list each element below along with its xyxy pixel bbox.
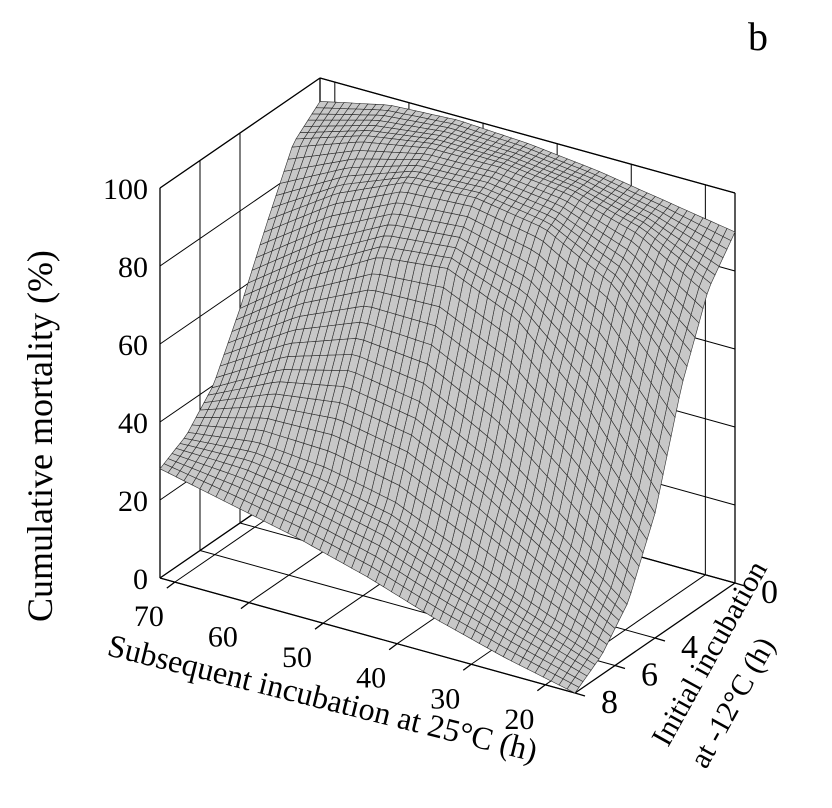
tick-labels: 0 20 40 60 80 100 70 60 50 40 30 20 0 468 (103, 173, 778, 736)
z-tick-label: 20 (118, 485, 148, 518)
surface-mesh (159, 101, 736, 694)
x-tick-mark (314, 622, 324, 630)
x-tick-label: 60 (208, 621, 238, 654)
z-tick-label: 60 (118, 329, 148, 362)
y-tick-label: 6 (641, 657, 658, 694)
x-tick-label: 70 (134, 600, 164, 633)
x-tick-label: 30 (430, 682, 460, 715)
surface-cell (159, 463, 173, 474)
z-tick-label: 40 (118, 407, 148, 440)
x-tick-label: 50 (282, 641, 312, 674)
y-floor-gridline (159, 577, 576, 694)
z-tick-label: 0 (133, 563, 148, 596)
x-tick-mark (240, 602, 250, 610)
y-tick-mark (614, 664, 626, 670)
y-tick-mark (734, 582, 746, 587)
z-tick-label: 80 (118, 251, 148, 284)
y-tick-label: 8 (601, 684, 618, 721)
x-axis-title: Subsequent incubation at 25°C (h) (104, 627, 541, 769)
y-tick-label: 4 (681, 629, 698, 666)
x-tick-mark (388, 643, 398, 651)
panel-label: b (748, 14, 768, 59)
y-tick-mark (654, 637, 666, 642)
y-tick-label: 0 (761, 574, 778, 611)
z-tick-label: 100 (103, 173, 148, 206)
y-tick-mark (574, 692, 586, 697)
x-tick-label: 40 (356, 662, 386, 695)
x-tick-label: 20 (504, 703, 534, 736)
x-tick-mark (462, 663, 472, 671)
x-tick-mark (536, 684, 546, 692)
z-axis-title: Cumulative mortality (%) (20, 250, 60, 622)
x-tick-mark (166, 581, 176, 589)
z-gridline (319, 77, 736, 194)
